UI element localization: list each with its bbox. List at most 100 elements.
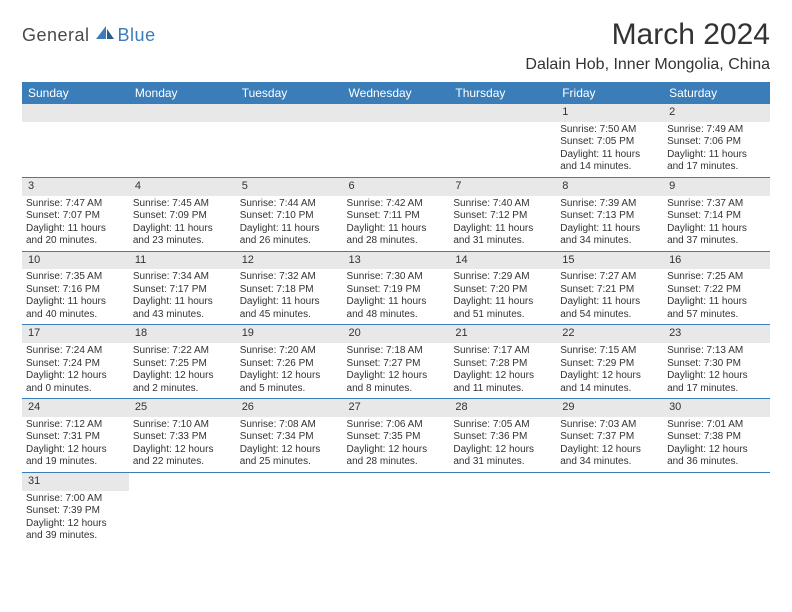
day-number-cell: [236, 104, 343, 122]
daylight-line-2: and 31 minutes.: [453, 235, 552, 248]
day-number-cell: 13: [343, 251, 450, 269]
day-cell: Sunrise: 7:49 AMSunset: 7:06 PMDaylight:…: [663, 122, 770, 178]
day-cell: Sunrise: 7:05 AMSunset: 7:36 PMDaylight:…: [449, 417, 556, 473]
daylight-line-2: and 34 minutes.: [560, 456, 659, 469]
sunrise-line: Sunrise: 7:08 AM: [240, 419, 339, 432]
sunset-line: Sunset: 7:10 PM: [240, 210, 339, 223]
title-block: March 2024 Dalain Hob, Inner Mongolia, C…: [525, 18, 770, 74]
calendar-table: SundayMondayTuesdayWednesdayThursdayFrid…: [22, 82, 770, 546]
daylight-line-2: and 14 minutes.: [560, 161, 659, 174]
sunrise-line: Sunrise: 7:05 AM: [453, 419, 552, 432]
day-number-cell: 23: [663, 325, 770, 343]
daylight-line-2: and 40 minutes.: [26, 309, 125, 322]
sunrise-line: Sunrise: 7:49 AM: [667, 124, 766, 137]
daylight-line: Daylight: 11 hours: [560, 296, 659, 309]
day-number-cell: 17: [22, 325, 129, 343]
sunrise-line: Sunrise: 7:34 AM: [133, 271, 232, 284]
day-cell: Sunrise: 7:17 AMSunset: 7:28 PMDaylight:…: [449, 343, 556, 399]
daylight-line: Daylight: 12 hours: [453, 370, 552, 383]
daylight-line: Daylight: 11 hours: [453, 296, 552, 309]
day-cell: Sunrise: 7:00 AMSunset: 7:39 PMDaylight:…: [22, 491, 129, 546]
daylight-line-2: and 57 minutes.: [667, 309, 766, 322]
weekday-header: Sunday: [22, 82, 129, 104]
day-number-cell: 15: [556, 251, 663, 269]
daylight-line-2: and 28 minutes.: [347, 456, 446, 469]
sunrise-line: Sunrise: 7:35 AM: [26, 271, 125, 284]
day-number-row: 12: [22, 104, 770, 122]
day-cell: Sunrise: 7:22 AMSunset: 7:25 PMDaylight:…: [129, 343, 236, 399]
day-number-cell: 28: [449, 399, 556, 417]
day-number-cell: [236, 472, 343, 490]
day-cell: Sunrise: 7:03 AMSunset: 7:37 PMDaylight:…: [556, 417, 663, 473]
daylight-line: Daylight: 12 hours: [26, 444, 125, 457]
day-cell: Sunrise: 7:34 AMSunset: 7:17 PMDaylight:…: [129, 269, 236, 325]
sunset-line: Sunset: 7:29 PM: [560, 358, 659, 371]
day-number-cell: 24: [22, 399, 129, 417]
day-number-cell: 27: [343, 399, 450, 417]
day-number-cell: 7: [449, 177, 556, 195]
day-cell: Sunrise: 7:18 AMSunset: 7:27 PMDaylight:…: [343, 343, 450, 399]
day-cell: Sunrise: 7:10 AMSunset: 7:33 PMDaylight:…: [129, 417, 236, 473]
daylight-line-2: and 48 minutes.: [347, 309, 446, 322]
day-content-row: Sunrise: 7:47 AMSunset: 7:07 PMDaylight:…: [22, 196, 770, 252]
sunset-line: Sunset: 7:17 PM: [133, 284, 232, 297]
daylight-line: Daylight: 12 hours: [240, 444, 339, 457]
sunset-line: Sunset: 7:05 PM: [560, 136, 659, 149]
sunrise-line: Sunrise: 7:06 AM: [347, 419, 446, 432]
day-cell: [236, 122, 343, 178]
daylight-line-2: and 28 minutes.: [347, 235, 446, 248]
day-number-cell: 11: [129, 251, 236, 269]
day-number-cell: 2: [663, 104, 770, 122]
daylight-line-2: and 20 minutes.: [26, 235, 125, 248]
day-cell: [449, 122, 556, 178]
daylight-line-2: and 39 minutes.: [26, 530, 125, 543]
weekday-header: Thursday: [449, 82, 556, 104]
day-number-cell: 4: [129, 177, 236, 195]
weekday-header: Saturday: [663, 82, 770, 104]
sunset-line: Sunset: 7:20 PM: [453, 284, 552, 297]
sunset-line: Sunset: 7:16 PM: [26, 284, 125, 297]
sunset-line: Sunset: 7:19 PM: [347, 284, 446, 297]
weekday-header: Friday: [556, 82, 663, 104]
day-number-cell: 8: [556, 177, 663, 195]
sunset-line: Sunset: 7:37 PM: [560, 431, 659, 444]
sunset-line: Sunset: 7:26 PM: [240, 358, 339, 371]
day-cell: Sunrise: 7:35 AMSunset: 7:16 PMDaylight:…: [22, 269, 129, 325]
day-number-cell: 6: [343, 177, 450, 195]
day-cell: Sunrise: 7:29 AMSunset: 7:20 PMDaylight:…: [449, 269, 556, 325]
day-number-cell: [129, 472, 236, 490]
day-number-row: 3456789: [22, 177, 770, 195]
sunrise-line: Sunrise: 7:10 AM: [133, 419, 232, 432]
day-cell: Sunrise: 7:39 AMSunset: 7:13 PMDaylight:…: [556, 196, 663, 252]
day-number-row: 10111213141516: [22, 251, 770, 269]
brand-text-blue: Blue: [118, 25, 156, 46]
daylight-line: Daylight: 11 hours: [667, 223, 766, 236]
sunrise-line: Sunrise: 7:40 AM: [453, 198, 552, 211]
day-cell: Sunrise: 7:25 AMSunset: 7:22 PMDaylight:…: [663, 269, 770, 325]
daylight-line: Daylight: 11 hours: [347, 223, 446, 236]
daylight-line: Daylight: 12 hours: [347, 444, 446, 457]
sunrise-line: Sunrise: 7:39 AM: [560, 198, 659, 211]
daylight-line-2: and 17 minutes.: [667, 383, 766, 396]
sunset-line: Sunset: 7:22 PM: [667, 284, 766, 297]
sunset-line: Sunset: 7:25 PM: [133, 358, 232, 371]
sunset-line: Sunset: 7:11 PM: [347, 210, 446, 223]
day-number-cell: 25: [129, 399, 236, 417]
day-content-row: Sunrise: 7:35 AMSunset: 7:16 PM Daylight:…: [22, 269, 770, 325]
day-cell: [449, 491, 556, 546]
daylight-line-2: and 5 minutes.: [240, 383, 339, 396]
daylight-line: Daylight: 12 hours: [133, 370, 232, 383]
sunset-line: Sunset: 7:36 PM: [453, 431, 552, 444]
weekday-header: Monday: [129, 82, 236, 104]
daylight-line: Daylight: 11 hours: [453, 223, 552, 236]
daylight-line-2: and 26 minutes.: [240, 235, 339, 248]
daylight-line-2: and 54 minutes.: [560, 309, 659, 322]
day-number-cell: 3: [22, 177, 129, 195]
day-number-cell: 20: [343, 325, 450, 343]
day-number-cell: 16: [663, 251, 770, 269]
day-cell: [663, 491, 770, 546]
sunrise-line: Sunrise: 7:45 AM: [133, 198, 232, 211]
daylight-line: Daylight: 12 hours: [26, 518, 125, 531]
day-number-cell: 12: [236, 251, 343, 269]
daylight-line-2: and 45 minutes.: [240, 309, 339, 322]
